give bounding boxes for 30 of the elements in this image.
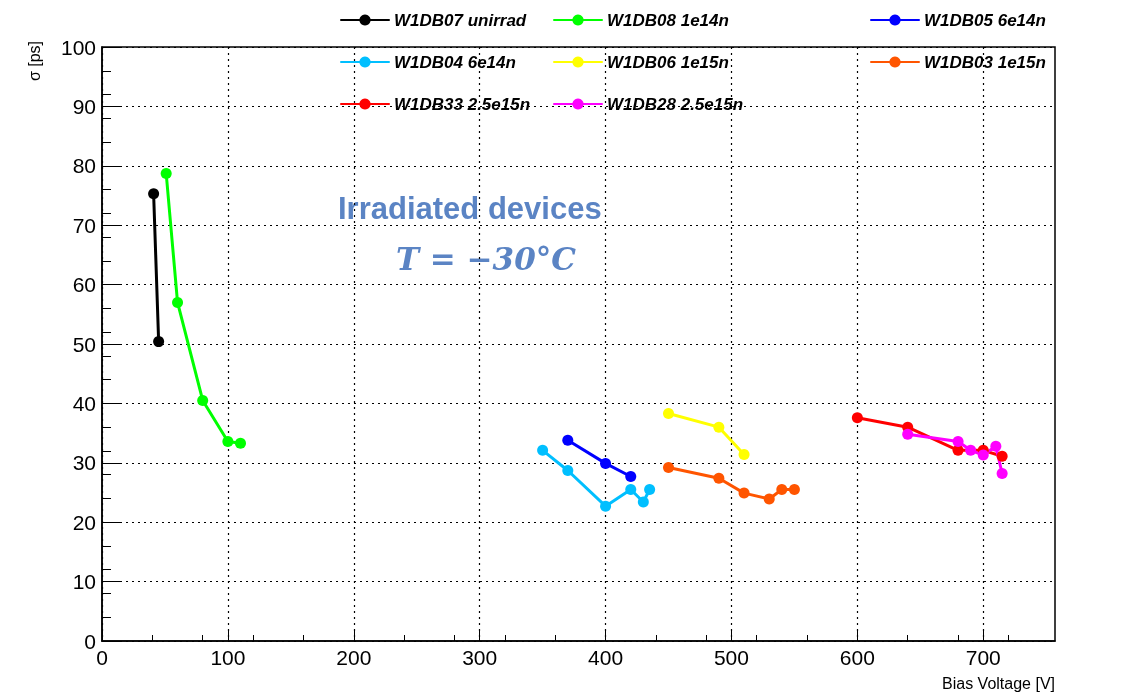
x-tick-label: 400 [588,646,624,669]
y-tick-label: 20 [72,510,96,534]
legend-label: W1DB03 1e15n [924,52,1046,72]
legend-label: W1DB28 2.5e15n [607,94,744,114]
y-tick-label: 30 [72,451,96,475]
y-tick-label: 40 [72,391,96,415]
legend-label: W1DB07 unirrad [394,10,527,30]
x-tick-label: 700 [965,646,1001,669]
legend-label: W1DB05 6e14n [924,10,1046,30]
x-axis-title: Bias Voltage [V] [942,674,1055,692]
x-tick-label: 600 [839,646,875,669]
annotation: T = −30°C [396,240,577,277]
x-tick-label: 200 [336,646,372,669]
legend-label: W1DB06 1e15n [607,52,729,72]
y-tick-label: 10 [72,570,96,594]
y-tick-label: 100 [60,35,96,59]
x-tick-label: 100 [210,646,246,669]
legend-label: W1DB33 2.5e15n [394,94,531,114]
y-axis-title: σ [ps] [25,41,43,82]
y-tick-label: 90 [72,94,96,118]
y-tick-label: 60 [72,273,96,297]
legend-label: W1DB04 6e14n [394,52,516,72]
y-tick-label: 70 [72,213,96,237]
y-tick-label: 0 [84,629,96,653]
y-tick-label: 80 [72,154,96,178]
x-tick-label: 500 [713,646,749,669]
x-tick-label: 300 [462,646,498,669]
annotation: Irradiated devices [338,191,602,226]
y-tick-label: 50 [72,332,96,356]
legend-label: W1DB08 1e14n [607,10,729,30]
